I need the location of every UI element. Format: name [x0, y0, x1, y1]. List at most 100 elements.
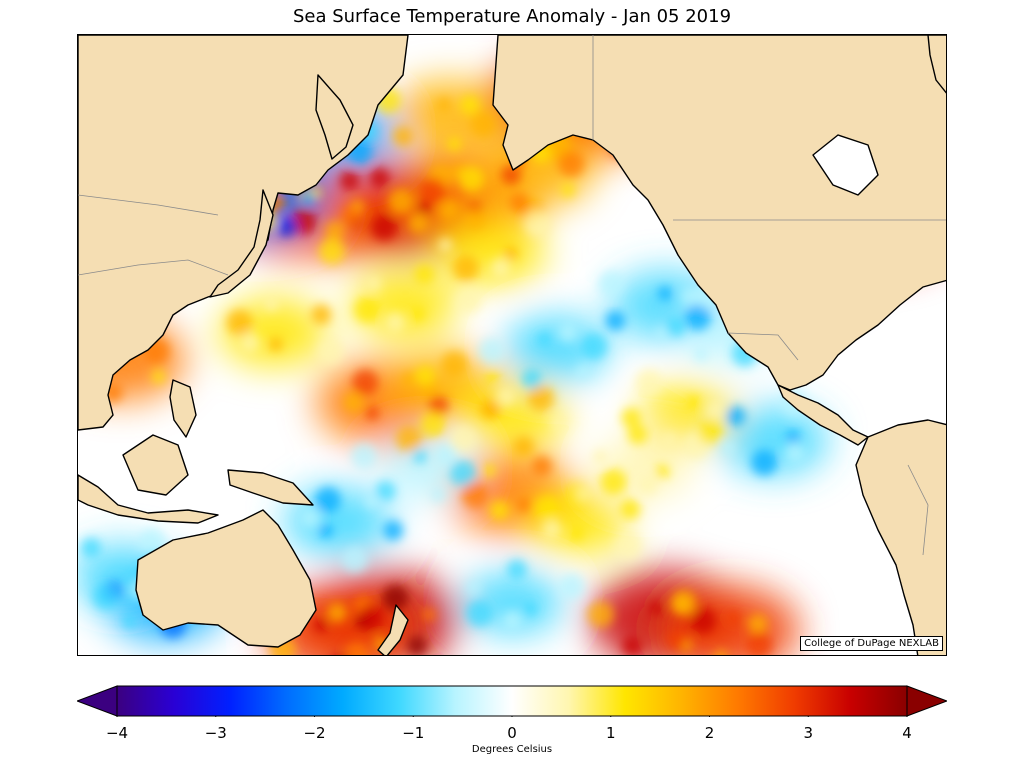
anomaly-speckle-7-1 — [459, 94, 480, 115]
anomaly-speckle-30-4 — [506, 559, 527, 580]
anomaly-speckle-20-2 — [600, 468, 627, 495]
anomaly-speckle-35-3 — [151, 369, 166, 384]
anomaly-speckle-26-0 — [648, 601, 663, 616]
anomaly-speckle-27-0 — [726, 611, 741, 626]
anomaly-speckle-2-2 — [419, 177, 446, 204]
anomaly-speckle-6-5 — [458, 165, 485, 192]
anomaly-speckle-15-0 — [486, 403, 501, 418]
anomaly-speckle-6-3 — [560, 183, 575, 198]
anomaly-speckle-28-3 — [122, 614, 137, 629]
anomaly-speckle-19-3 — [721, 440, 736, 455]
new-zealand — [377, 604, 409, 655]
colorbar-high-extend — [906, 685, 947, 717]
anomaly-speckle-12-2 — [226, 309, 253, 336]
anomaly-speckle-29-3 — [78, 571, 82, 584]
anomaly-speckle-11-5 — [455, 287, 482, 314]
anomaly-speckle-37-4 — [621, 407, 642, 428]
anomaly-speckle-36-3 — [431, 487, 446, 502]
anomaly-speckle-24-3 — [421, 607, 436, 622]
anomaly-speckle-37-5 — [635, 369, 662, 396]
anomaly-speckle-23-3 — [364, 494, 379, 509]
anomaly-speckle-23-4 — [383, 520, 404, 541]
anomaly-speckle-23-1 — [300, 508, 321, 529]
anomaly-speckle-25-2 — [357, 604, 384, 631]
north-america — [492, 35, 946, 391]
anomaly-speckle-30-5 — [558, 573, 585, 600]
philippines — [169, 379, 197, 438]
credit-label: College of DuPage NEXLAB — [800, 636, 943, 651]
anomaly-speckle-27-2 — [746, 631, 773, 655]
anomaly-speckle-7-0 — [436, 97, 451, 112]
anomaly-speckle-30-3 — [466, 580, 481, 595]
anomaly-speckle-15-4 — [513, 436, 534, 457]
anomaly-speckle-10-2 — [452, 255, 479, 282]
anomaly-speckle-17-1 — [680, 286, 701, 307]
colorbar-tick-label: 0 — [507, 724, 517, 742]
new-guinea — [227, 469, 314, 506]
anomaly-speckle-22-2 — [534, 495, 561, 522]
anomaly-speckle-21-3 — [482, 463, 497, 478]
colorbar-tick-label: 4 — [902, 724, 912, 742]
anomaly-speckle-11-2 — [353, 296, 380, 323]
colorbar-low-extend — [77, 685, 118, 717]
anomaly-speckle-15-5 — [450, 425, 477, 452]
anomaly-speckle-17-5 — [598, 270, 625, 297]
anomaly-speckle-30-1 — [502, 610, 523, 631]
anomaly-speckle-7-2 — [470, 111, 497, 138]
anomaly-speckle-34-3 — [300, 190, 315, 205]
anomaly-speckle-11-0 — [410, 307, 425, 322]
anomaly-speckle-18-3 — [693, 347, 708, 362]
anomaly-speckle-27-5 — [670, 589, 697, 616]
anomaly-speckle-24-2 — [382, 584, 409, 611]
colorbar-tick-label: −2 — [303, 724, 326, 742]
anomaly-speckle-20-4 — [627, 424, 648, 445]
south-america — [855, 419, 946, 655]
colorbar-tick-label: −3 — [204, 724, 227, 742]
anomaly-speckle-0-2 — [371, 214, 398, 241]
anomaly-speckle-22-0 — [569, 526, 584, 541]
central-america — [777, 384, 869, 446]
anomaly-speckle-18-4 — [665, 316, 686, 337]
anomaly-speckle-21-4 — [531, 455, 552, 476]
anomaly-speckle-27-3 — [714, 650, 728, 655]
anomaly-speckle-15-3 — [550, 415, 565, 430]
anomaly-speckle-34-4 — [276, 216, 297, 237]
anomaly-speckle-10-0 — [503, 246, 518, 261]
colorbar-tick-label: −1 — [402, 724, 425, 742]
anomaly-speckle-22-5 — [615, 533, 642, 560]
anomaly-speckle-37-3 — [662, 432, 677, 447]
political-borders — [78, 35, 946, 556]
anomaly-speckle-36-1 — [435, 444, 456, 465]
anomaly-speckle-20-1 — [638, 474, 659, 495]
colorbar-tick-label: 2 — [704, 724, 715, 742]
anomaly-speckle-10-5 — [524, 210, 551, 237]
anomaly-speckle-19-1 — [784, 442, 805, 463]
anomaly-speckle-14-3 — [485, 370, 500, 385]
anomaly-speckle-7-4 — [393, 126, 414, 147]
anomaly-speckle-17-2 — [684, 304, 711, 331]
anomaly-speckle-12-5 — [317, 338, 344, 365]
anomaly-speckle-19-0 — [786, 430, 801, 445]
colorbar — [77, 685, 947, 717]
sumatra-java — [78, 474, 219, 524]
anomaly-speckle-12-1 — [239, 332, 260, 353]
anomaly-speckle-3-5 — [318, 238, 345, 265]
colorbar-ticks — [116, 716, 908, 717]
anomaly-speckle-20-3 — [593, 449, 608, 464]
anomaly-speckle-14-0 — [422, 384, 437, 399]
anomaly-speckle-26-2 — [690, 607, 717, 634]
australia — [135, 509, 317, 648]
anomaly-speckle-21-2 — [462, 482, 489, 509]
anomaly-speckle-24-5 — [344, 642, 371, 655]
anomaly-speckle-25-4 — [334, 653, 346, 655]
anomaly-speckle-11-3 — [367, 276, 382, 291]
anomaly-speckle-12-3 — [264, 297, 279, 312]
anomaly-speckle-3-4 — [341, 205, 362, 226]
borneo — [122, 434, 189, 496]
anomaly-speckle-13-2 — [352, 369, 379, 396]
anomaly-speckle-0-0 — [417, 201, 432, 216]
colorbar-tick-label: 1 — [605, 724, 616, 742]
anomaly-speckle-1-5 — [387, 188, 414, 215]
anomaly-speckle-1-1 — [324, 220, 345, 241]
anomaly-speckle-14-2 — [441, 351, 468, 378]
